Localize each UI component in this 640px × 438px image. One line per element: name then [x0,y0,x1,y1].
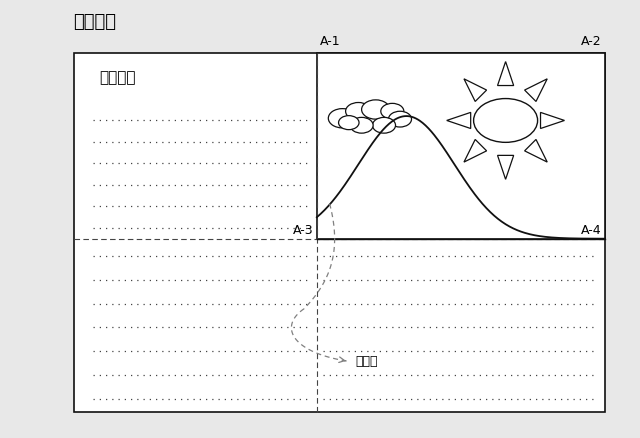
Polygon shape [541,113,564,128]
Polygon shape [497,155,514,179]
Text: 登山日記: 登山日記 [99,70,136,85]
Bar [317,53,605,239]
Circle shape [388,111,412,127]
Text: A-1: A-1 [320,35,340,48]
Polygon shape [525,79,547,102]
Circle shape [346,102,371,120]
Text: A-2: A-2 [581,35,602,48]
Polygon shape [497,62,514,85]
Text: 分割線: 分割線 [355,355,378,368]
Circle shape [474,99,538,142]
Circle shape [350,117,373,133]
Polygon shape [464,79,486,102]
Polygon shape [525,139,547,162]
Polygon shape [447,113,470,128]
Text: A-4: A-4 [581,223,602,237]
Circle shape [362,100,390,119]
Circle shape [372,117,396,133]
Text: A-3: A-3 [293,223,314,237]
Circle shape [381,103,404,119]
Text: 原稿画像: 原稿画像 [74,13,116,31]
Polygon shape [464,139,486,162]
Bar [74,53,605,412]
Circle shape [328,109,356,128]
Circle shape [339,116,359,130]
